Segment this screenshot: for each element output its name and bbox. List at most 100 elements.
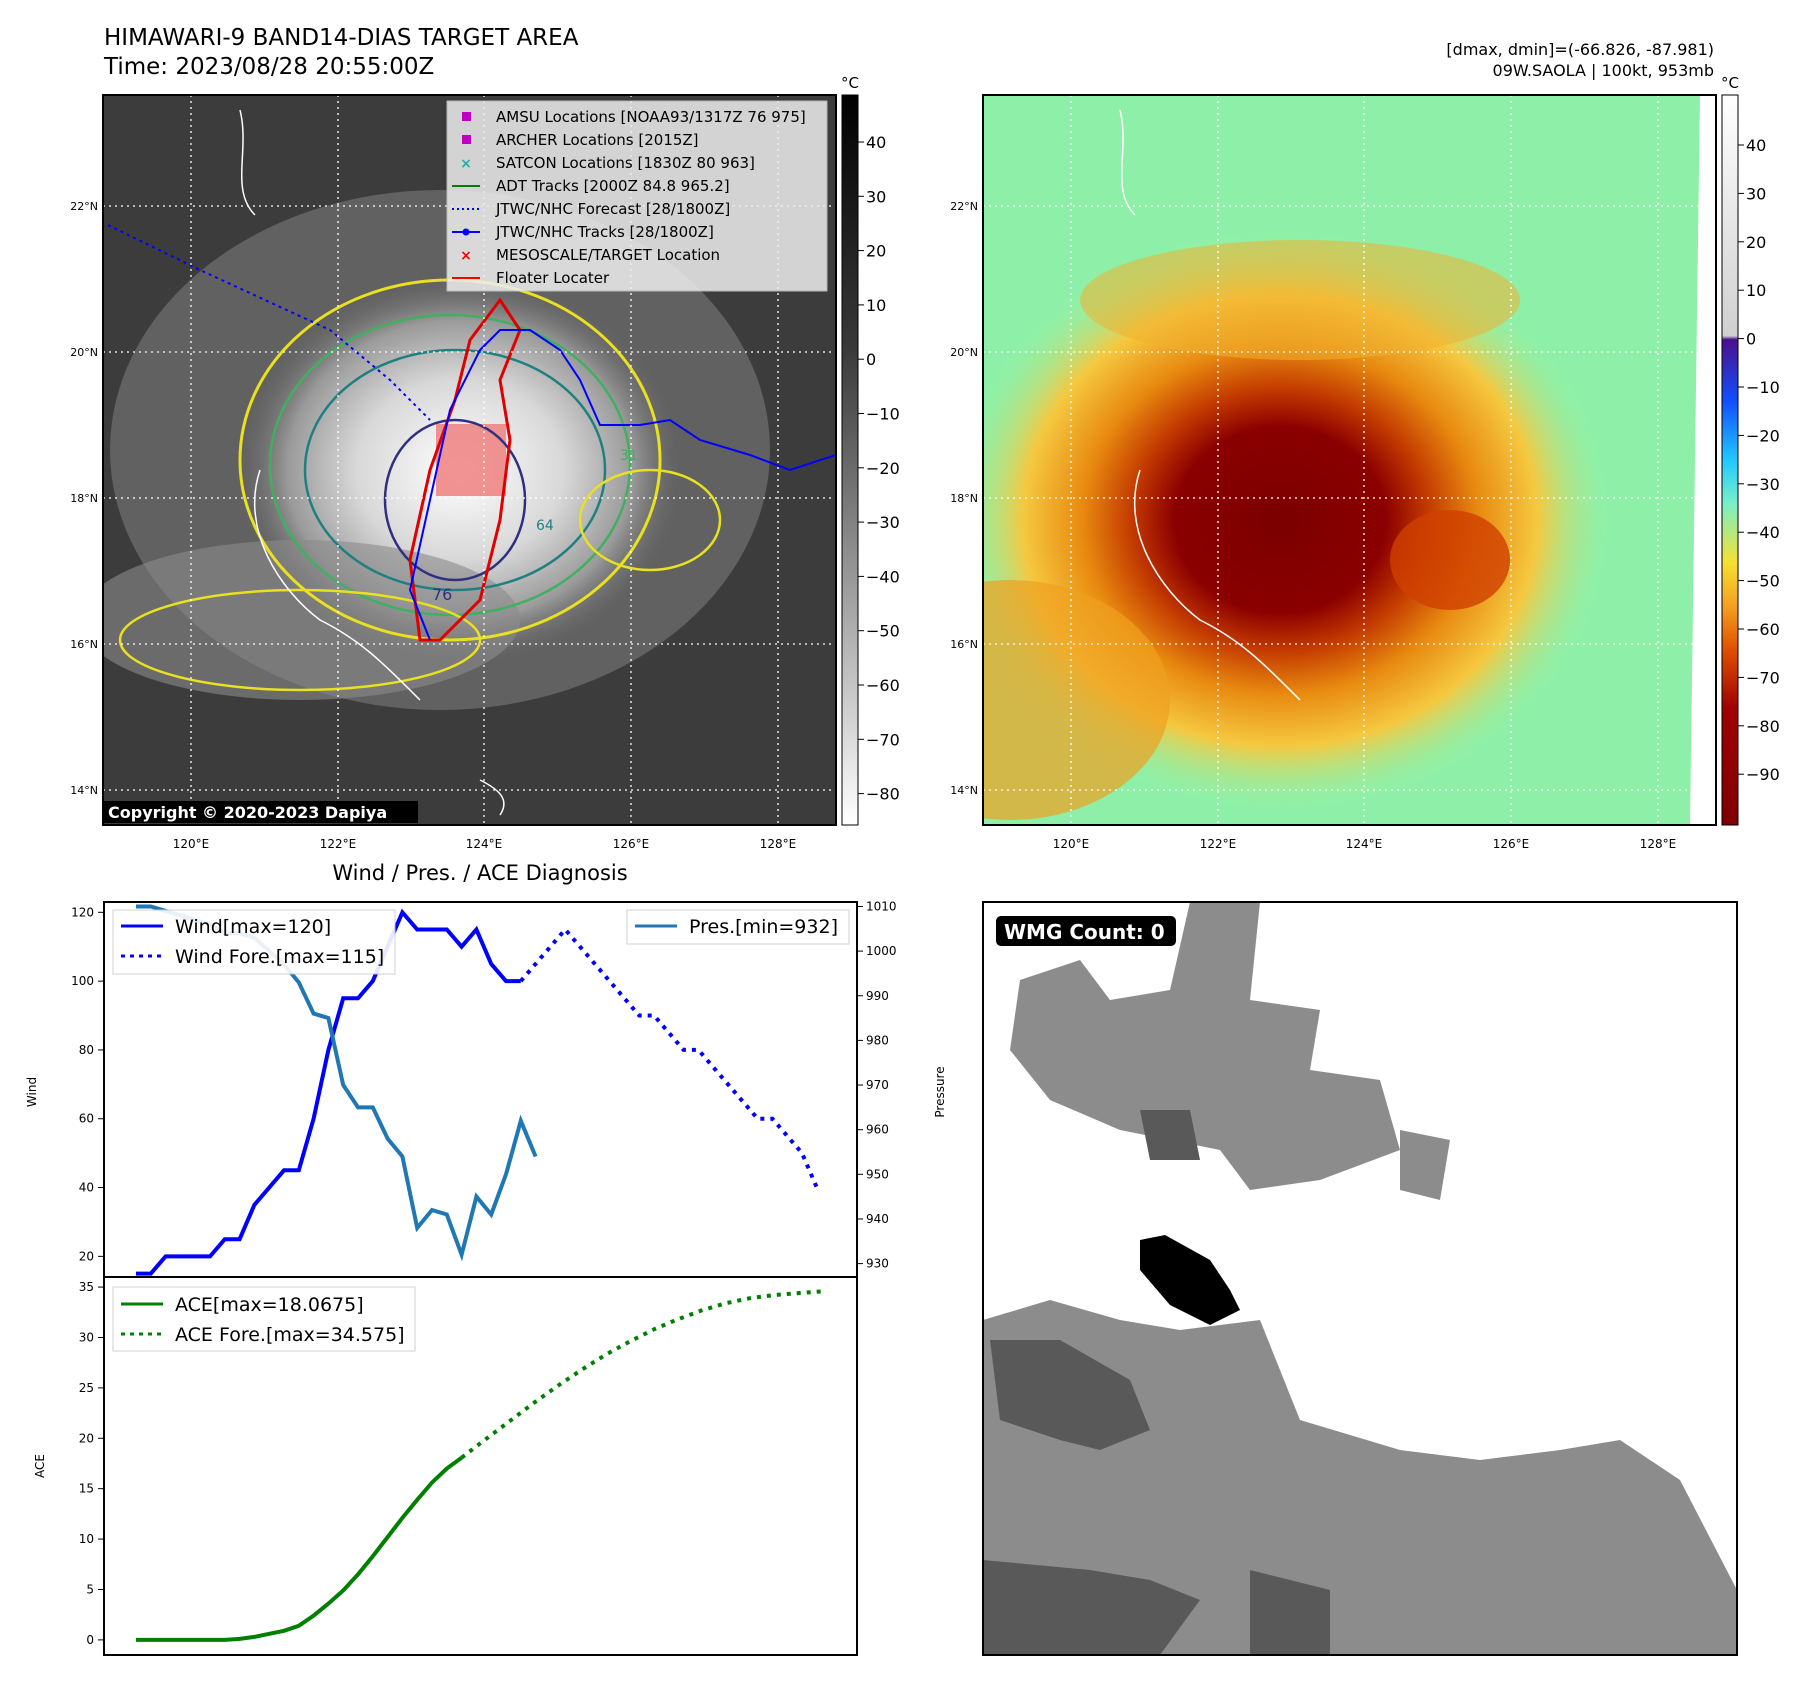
wind-axis-ticks: 20 40 60 80 100 120 [71, 905, 104, 1263]
legend-item: ARCHER Locations [2015Z] [462, 131, 699, 149]
legend-ace-fore: ACE Fore.[max=34.575] [175, 1324, 405, 1346]
ace-series-line [460, 1289, 823, 1460]
pressure-legend: Pres.[min=932] [626, 909, 850, 945]
legend-item: × SATCON Locations [1830Z 80 963] [460, 154, 755, 172]
legend-ace: ACE[max=18.0675] [175, 1294, 364, 1316]
ace-tick-label: 5 [86, 1582, 94, 1596]
ace-series-line [136, 1456, 463, 1642]
wmg-cell-region [1140, 1110, 1200, 1160]
lat-label: 14°N [950, 784, 978, 797]
legend-item: Floater Locater [452, 269, 610, 287]
diagnosis-title: Wind / Pres. / ACE Diagnosis [332, 861, 627, 885]
lon-label: 124°E [466, 837, 503, 851]
pressure-axis-label: Pressure [933, 1066, 947, 1117]
gray-tick-label: 20 [866, 242, 886, 261]
legend-item: AMSU Locations [NOAA93/1317Z 76 975] [462, 108, 806, 126]
gray-tick-label: −20 [866, 459, 900, 478]
lat-label: 16°N [70, 638, 98, 651]
lon-label: 122°E [320, 837, 357, 851]
legend-marker: × [460, 248, 472, 264]
gray-tick-label: −30 [866, 513, 900, 532]
gray-tick-label: 40 [866, 133, 886, 152]
figure-title: HIMAWARI-9 BAND14-DIAS TARGET AREA [104, 25, 579, 51]
ace-tick-label: 10 [79, 1532, 94, 1546]
legend-marker [462, 135, 471, 144]
legend-label: ADT Tracks [2000Z 84.8 965.2] [496, 177, 730, 195]
legend-label: JTWC/NHC Forecast [28/1800Z] [495, 200, 730, 218]
wmg-cell-region [1400, 1130, 1450, 1200]
pressure-tick-label: 960 [866, 1123, 889, 1137]
dmax-dmin-label: [dmax, dmin]=(-66.826, -87.981) [1446, 40, 1714, 59]
pressure-tick-label: 970 [866, 1078, 889, 1092]
ace-axis-ticks: 0 5 10 15 20 25 30 35 [79, 1280, 104, 1647]
color-tick-label: 0 [1746, 330, 1756, 349]
copyright-label: Copyright © 2020-2023 Dapiya [108, 803, 387, 822]
contour-label-31: 31 [620, 448, 638, 464]
legend-item: ADT Tracks [2000Z 84.8 965.2] [452, 177, 730, 195]
color-tick-label: 10 [1746, 281, 1766, 300]
color-tick-label: −60 [1746, 620, 1780, 639]
pressure-tick-label: 990 [866, 989, 889, 1003]
color-tick-label: −50 [1746, 572, 1780, 591]
wmg-cell-region [1250, 1570, 1330, 1655]
gray-colorbar-ticks: 40 30 20 10 0 −10 −20 −30 −40 −50 −60 −70 −80 [858, 133, 900, 804]
lat-label: 22°N [950, 200, 978, 213]
legend-item: × MESOSCALE/TARGET Location [460, 246, 720, 264]
lat-label: 18°N [70, 492, 98, 505]
ir-color-map [983, 95, 1716, 825]
ace-tick-label: 20 [79, 1431, 94, 1445]
legend-marker: × [460, 156, 472, 172]
pressure-tick-label: 950 [866, 1167, 889, 1181]
legend-label: JTWC/NHC Tracks [28/1800Z] [495, 223, 714, 241]
map-legend: AMSU Locations [NOAA93/1317Z 76 975] ARCH… [446, 100, 828, 292]
lat-label: 18°N [950, 492, 978, 505]
color-tick-label: −90 [1746, 765, 1780, 784]
color-colorbar-unit: °C [1721, 74, 1739, 92]
legend-label: MESOSCALE/TARGET Location [496, 246, 720, 264]
wmg-cell-region [1010, 902, 1400, 1190]
lon-label: 122°E [1200, 837, 1237, 851]
gray-tick-label: −80 [866, 785, 900, 804]
wmg-cell-region [1140, 1235, 1240, 1325]
ace-tick-label: 30 [79, 1330, 94, 1344]
legend-marker [462, 112, 471, 121]
lat-label: 20°N [950, 346, 978, 359]
legend-item: JTWC/NHC Forecast [28/1800Z] [452, 200, 730, 218]
wind-tick-label: 40 [79, 1181, 94, 1195]
wind-legend: Wind[max=120] Wind Fore.[max=115] [112, 909, 396, 975]
ace-series [136, 1289, 823, 1642]
color-tick-label: 40 [1746, 136, 1766, 155]
pressure-tick-label: 1010 [866, 899, 897, 913]
pressure-tick-label: 1000 [866, 944, 897, 958]
series-line [136, 908, 521, 1276]
lon-label: 120°E [173, 837, 210, 851]
lon-label: 120°E [1053, 837, 1090, 851]
color-tick-label: 30 [1746, 184, 1766, 203]
storm-info-label: 09W.SAOLA | 100kt, 953mb [1493, 61, 1714, 80]
mesoscale-target-box [436, 424, 506, 496]
color-tick-label: −40 [1746, 523, 1780, 542]
gray-colorbar-unit: °C [841, 74, 859, 92]
lon-label: 126°E [613, 837, 650, 851]
color-tick-label: 20 [1746, 233, 1766, 252]
jtwc-track-line [408, 329, 836, 641]
lon-label: 124°E [1346, 837, 1383, 851]
jtwc-forecast-line [107, 224, 431, 421]
color-colorbar [1721, 94, 1739, 826]
legend-wind: Wind[max=120] [175, 916, 331, 938]
contour-label-76: 76 [432, 585, 452, 604]
contour-label-64: 64 [536, 518, 554, 534]
ace-legend: ACE[max=18.0675] ACE Fore.[max=34.575] [112, 1286, 416, 1352]
lat-label: 20°N [70, 346, 98, 359]
legend-wind-fore: Wind Fore.[max=115] [175, 946, 384, 968]
ace-tick-label: 35 [79, 1280, 94, 1294]
legend-label: Floater Locater [496, 269, 610, 287]
color-tick-label: −80 [1746, 717, 1780, 736]
gray-tick-label: −60 [866, 676, 900, 695]
map-axis-labels: 22°N 20°N 18°N 16°N 14°N 120°E 122°E 124°E 126°E… [70, 200, 1676, 851]
legend-marker-dot [462, 228, 470, 236]
pressure-tick-label: 980 [866, 1033, 889, 1047]
gray-tick-label: −70 [866, 730, 900, 749]
wind-tick-label: 80 [79, 1043, 94, 1057]
